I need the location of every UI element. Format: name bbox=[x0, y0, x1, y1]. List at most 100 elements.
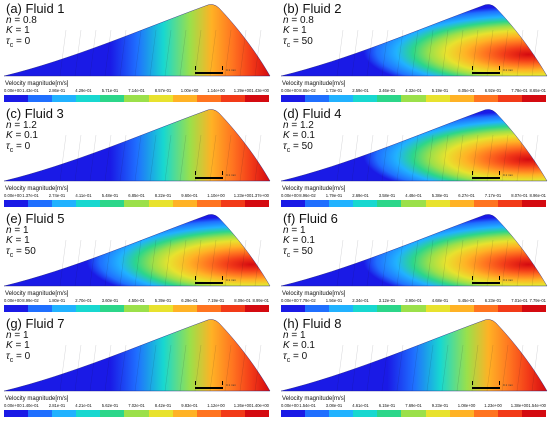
param-k-value: 0.1 bbox=[301, 130, 315, 142]
mesh-line bbox=[104, 239, 112, 287]
velocity-contour-plot bbox=[280, 4, 548, 77]
panel-title: (e) Fluid 5 bbox=[6, 211, 65, 226]
colorbar-swatch bbox=[305, 410, 330, 417]
mesh-line bbox=[224, 239, 232, 287]
colorbar-tick-label: 7.78e-01 bbox=[511, 88, 528, 93]
mesh-line bbox=[516, 29, 524, 77]
param-k: K = 0.1 bbox=[283, 130, 315, 142]
colorbar-tick-label: 7.17e-01 bbox=[484, 193, 502, 198]
mesh-line bbox=[381, 239, 389, 287]
param-n-value: 1 bbox=[22, 224, 29, 236]
mesh-line bbox=[366, 239, 374, 287]
fluid-panel-8: (h) Fluid 8 n = 1 K = 0.1 τc = 0 0.1 mm … bbox=[277, 315, 550, 420]
param-n-value: 1.2 bbox=[299, 119, 314, 131]
mesh-lines bbox=[59, 239, 262, 287]
param-tau: τc = 50 bbox=[283, 140, 313, 154]
colorbar-tick-label: 1.26e+00 bbox=[233, 403, 252, 408]
mesh-line bbox=[164, 29, 172, 77]
colorbar-tick-label: 6.27e-01 bbox=[458, 193, 475, 198]
mesh-line bbox=[254, 134, 262, 182]
flow-domain-shape bbox=[3, 319, 271, 392]
mesh-line bbox=[149, 134, 157, 182]
param-n-value: 0.8 bbox=[299, 14, 314, 26]
colorbar-tick-label: 0.00e+00 bbox=[281, 193, 299, 198]
flow-domain-shape bbox=[280, 109, 548, 182]
mesh-line bbox=[396, 344, 404, 392]
fluid-panel-5: (e) Fluid 5 n = 1 K = 1 τc = 50 0.1 mm V… bbox=[0, 210, 273, 315]
colorbar-swatch bbox=[28, 95, 53, 102]
colorbar-title: Velocity magnitude[m/s] bbox=[282, 396, 346, 402]
fluid-panel-2: (b) Fluid 2 n = 0.8 K = 1 τc = 50 0.1 mm… bbox=[277, 0, 550, 105]
colorbar-swatch bbox=[220, 305, 245, 312]
mesh-line bbox=[179, 134, 187, 182]
colorbar-swatch bbox=[76, 95, 101, 102]
mesh-line bbox=[164, 239, 172, 287]
colorbar-tick-label: 7.14e-01 bbox=[128, 88, 145, 93]
colorbar-swatch bbox=[4, 200, 29, 207]
colorbar-tick-label: 1.10e+00 bbox=[207, 193, 225, 198]
velocity-contour-plot bbox=[3, 319, 271, 392]
colorbar-tick-label: 8.22e-01 bbox=[154, 193, 172, 198]
mesh-line bbox=[239, 239, 247, 287]
mesh-line bbox=[209, 29, 217, 77]
param-k: K = 1 bbox=[283, 25, 307, 37]
colorbar-tick-label: 3.90e-01 bbox=[405, 298, 422, 303]
mesh-line bbox=[134, 344, 142, 392]
colorbar-swatch bbox=[425, 200, 450, 207]
colorbar-swatch bbox=[148, 410, 173, 417]
mesh-line bbox=[486, 239, 494, 287]
mesh-line bbox=[194, 134, 202, 182]
panel-title-block: (e) Fluid 5 n = 1 K = 1 τc = 50 bbox=[6, 212, 65, 259]
mesh-lines bbox=[336, 29, 539, 77]
mesh-line bbox=[456, 239, 464, 287]
colorbar-swatch bbox=[244, 95, 270, 102]
param-tau: τc = 0 bbox=[6, 35, 31, 49]
colorbar-tick-label: 1.54e-01 bbox=[299, 403, 316, 408]
colorbar-swatch bbox=[28, 410, 53, 417]
colorbar-tick-label: 4.29e-01 bbox=[75, 88, 92, 93]
mesh-line bbox=[209, 239, 217, 287]
colorbar-tick-label: 1.29e+00 bbox=[233, 88, 252, 93]
mesh-line bbox=[501, 239, 509, 287]
mesh-line bbox=[366, 29, 374, 77]
colorbar-swatch bbox=[244, 200, 270, 207]
mesh-line bbox=[59, 239, 67, 287]
colorbar-swatch bbox=[377, 305, 402, 312]
param-tau-value: 0 bbox=[24, 140, 31, 152]
mesh-line bbox=[501, 29, 509, 77]
mesh-line bbox=[149, 29, 157, 77]
param-k-value: 1 bbox=[24, 340, 30, 352]
colorbar-swatch bbox=[401, 305, 426, 312]
colorbar-tick-labels: 0.00e+00 1.43e-01 2.86e-01 4.29e-01 5.71e-01… bbox=[4, 88, 269, 94]
colorbar-tick-label: 6.05e-01 bbox=[458, 88, 475, 93]
mesh-line bbox=[396, 239, 404, 287]
colorbar-swatch bbox=[329, 95, 354, 102]
colorbar-swatch bbox=[196, 410, 221, 417]
mesh-line bbox=[396, 134, 404, 182]
scale-bar: 0.1 mm bbox=[195, 170, 241, 186]
mesh-line bbox=[486, 29, 494, 77]
panel-title-block: (c) Fluid 3 n = 1.2 K = 0.1 τc = 0 bbox=[6, 107, 64, 154]
colorbar-tick-label: 3.08e-01 bbox=[325, 403, 343, 408]
mesh-lines bbox=[59, 29, 262, 77]
mesh-line bbox=[456, 134, 464, 182]
mesh-line bbox=[411, 344, 419, 392]
colorbar-tick-label: 1.23e+00 bbox=[233, 193, 252, 198]
param-tau-value: 0 bbox=[24, 35, 31, 47]
mesh-line bbox=[456, 29, 464, 77]
colorbar-swatch bbox=[52, 305, 77, 312]
scale-label: 0.1 mm bbox=[226, 68, 237, 72]
scale-label: 0.1 mm bbox=[503, 383, 514, 387]
mesh-line bbox=[134, 134, 142, 182]
flow-domain-shape bbox=[280, 319, 548, 392]
colorbar-tick-label: 1.23e+00 bbox=[484, 403, 502, 408]
mesh-line bbox=[426, 134, 434, 182]
colorbar-tick-label: 2.59e-01 bbox=[352, 88, 369, 93]
param-k-value: 1 bbox=[24, 235, 30, 247]
mesh-line bbox=[104, 29, 112, 77]
colorbar-swatch bbox=[244, 410, 270, 417]
colorbar-swatch bbox=[76, 200, 101, 207]
panel-title: (h) Fluid 8 bbox=[283, 316, 342, 331]
colorbar-swatch bbox=[220, 410, 245, 417]
colorbar-title: Velocity magnitude[m/s] bbox=[282, 186, 346, 192]
